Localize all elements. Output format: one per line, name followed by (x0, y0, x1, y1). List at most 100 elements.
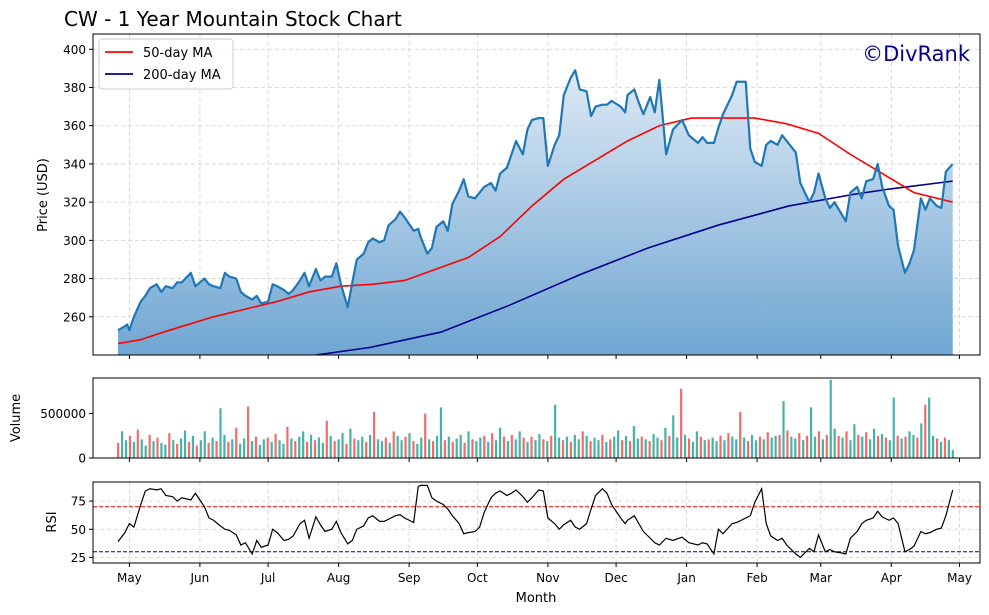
volume-y-tick-label: 0 (78, 452, 86, 466)
volume-bar (746, 441, 750, 458)
volume-bar (778, 434, 781, 458)
volume-bar (463, 442, 466, 458)
volume-bar (376, 439, 380, 458)
volume-bar (451, 442, 454, 458)
volume-bar (743, 437, 746, 458)
volume-bar (156, 437, 159, 458)
volume-bar (309, 434, 313, 458)
volume-bar (581, 431, 584, 458)
volume-bar (577, 439, 580, 458)
volume-bar (845, 431, 848, 458)
volume-bar (735, 439, 738, 458)
price-y-tick-label: 260 (63, 310, 86, 324)
volume-x-ticks (128, 458, 961, 462)
volume-bar (254, 436, 258, 458)
volume-bar (609, 439, 612, 458)
month-tick-label: Oct (467, 571, 488, 585)
volume-bar (876, 435, 880, 458)
volume-bar (920, 423, 923, 458)
month-tick-label: Apr (881, 571, 902, 585)
chart-title: CW - 1 Year Mountain Stock Chart (64, 7, 402, 31)
volume-bar (518, 431, 521, 458)
volume-bar (432, 441, 435, 458)
volume-bar (782, 401, 785, 458)
volume-bar (274, 434, 277, 458)
volume-bar (770, 437, 773, 458)
price-y-tick-label: 380 (63, 81, 86, 95)
volume-bar (243, 438, 246, 458)
volume-bar (144, 445, 147, 458)
volume-bar (306, 442, 309, 458)
volume-bar (703, 440, 706, 458)
volume-bar (459, 434, 462, 458)
volume-bar (290, 438, 293, 458)
volume-bar (809, 407, 813, 458)
month-tick-label: Nov (536, 571, 559, 585)
volume-bar (613, 436, 616, 458)
volume-bar (219, 408, 222, 458)
price-y-tick-label: 400 (63, 43, 86, 57)
volume-bar (758, 436, 761, 458)
volume-bar (475, 441, 478, 458)
volume-bar (723, 440, 726, 458)
volume-bar (790, 436, 793, 458)
volume-bar (235, 427, 238, 458)
rsi-y-ticks: 25 50 75 (71, 495, 93, 565)
volume-bar (215, 441, 218, 458)
volume-bar (904, 436, 907, 458)
volume-bar (183, 430, 187, 458)
volume-bar (250, 441, 254, 458)
volume-bar (211, 437, 214, 458)
volume-bar (180, 438, 183, 458)
volume-bar (455, 438, 458, 458)
volume-bar (550, 435, 553, 458)
month-tick-label: Sep (398, 571, 421, 585)
volume-bar (317, 437, 321, 458)
volume-bar (573, 434, 576, 458)
price-y-ticks: 260 280 300 320 340 360 380 400 (63, 43, 93, 324)
volume-bar (329, 435, 332, 458)
month-tick-label: Mar (809, 571, 832, 585)
volume-bar (632, 426, 635, 458)
watermark: ©DivRank (862, 42, 971, 66)
rsi-thresholds (93, 506, 980, 553)
volume-bar (715, 441, 718, 458)
volume-bar (392, 431, 395, 458)
volume-bar (384, 437, 387, 458)
price-x-ticks (128, 355, 961, 359)
month-tick-label: May (947, 571, 972, 585)
rsi-grid (93, 482, 980, 563)
volume-bar (605, 442, 608, 458)
volume-bar (821, 439, 824, 458)
volume-bar (467, 431, 470, 458)
volume-bar (227, 442, 230, 458)
volume-bar (683, 434, 687, 458)
volume-bar (687, 438, 691, 458)
volume-bar (172, 440, 175, 458)
volume-bar (817, 431, 821, 458)
volume-bar (841, 437, 844, 458)
legend-label-ma200: 200-day MA (143, 68, 221, 83)
volume-bar (471, 439, 474, 458)
volume-bar (640, 436, 643, 458)
volume-bar (136, 429, 139, 458)
volume-y-ticks: 0 500000 (40, 407, 93, 466)
month-tick-label: May (117, 571, 142, 585)
volume-bar (672, 415, 675, 458)
volume-bar (439, 407, 443, 458)
volume-bar (762, 439, 765, 458)
volume-bar (337, 439, 340, 458)
volume-bar (321, 442, 324, 458)
volume-bar (932, 435, 935, 458)
volume-bar (207, 442, 210, 458)
price-y-axis-label: Price (USD) (36, 158, 51, 232)
price-y-tick-label: 280 (63, 272, 86, 286)
volume-bar (656, 437, 659, 458)
volume-bars (117, 379, 954, 458)
volume-bar (628, 441, 632, 458)
volume-bar (124, 440, 128, 458)
volume-axes-frame (92, 377, 981, 459)
volume-bar (357, 440, 360, 458)
volume-bar (396, 435, 399, 458)
volume-bar (117, 442, 120, 458)
